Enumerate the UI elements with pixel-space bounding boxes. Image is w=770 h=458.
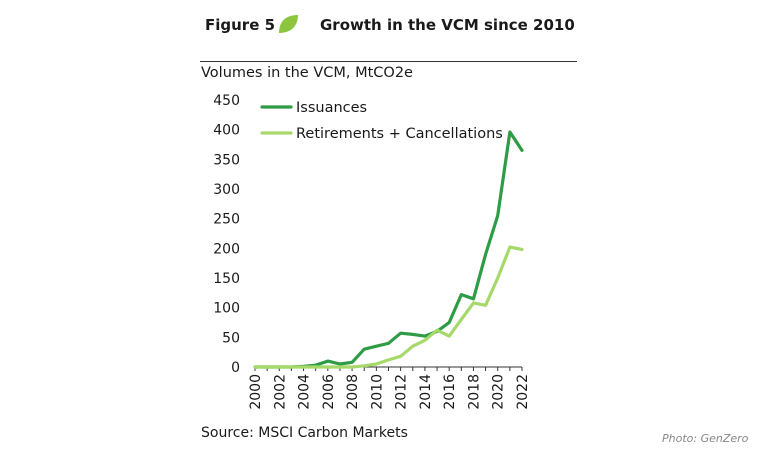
title-divider — [200, 61, 577, 62]
figure-title: Growth in the VCM since 2010 — [320, 16, 575, 34]
leaf-icon — [279, 15, 298, 33]
source-note: Source: MSCI Carbon Markets — [201, 425, 408, 441]
x-tick-label: 2004 — [297, 374, 313, 410]
chart-subtitle: Volumes in the VCM, MtCO2e — [201, 65, 413, 81]
y-tick-label: 350 — [213, 152, 240, 168]
x-tick-label: 2018 — [466, 374, 482, 410]
x-tick-label: 2002 — [272, 374, 288, 410]
x-tick-label: 2012 — [394, 374, 410, 410]
y-tick-label: 0 — [231, 360, 240, 376]
y-tick-label: 100 — [213, 301, 240, 317]
legend-label: Retirements + Cancellations — [296, 126, 503, 142]
series-line-issuances — [253, 130, 524, 369]
x-tick-label: 2020 — [491, 374, 507, 410]
series-line-retirements — [253, 245, 524, 369]
y-tick-label: 150 — [213, 271, 240, 287]
legend-label: Issuances — [296, 100, 367, 116]
y-tick-label: 250 — [213, 212, 240, 228]
x-tick-label: 2022 — [515, 374, 531, 410]
y-tick-label: 400 — [213, 123, 240, 139]
x-tick-label: 2010 — [369, 374, 385, 410]
x-tick-label: 2006 — [321, 374, 337, 410]
y-tick-label: 200 — [213, 241, 240, 257]
figure-label: Figure 5 — [205, 16, 276, 34]
x-tick-label: 2016 — [442, 374, 458, 410]
x-tick-label: 2008 — [345, 374, 361, 410]
y-tick-label: 450 — [213, 93, 240, 109]
y-tick-label: 50 — [222, 330, 240, 346]
x-tick-label: 2000 — [248, 374, 264, 410]
x-tick-label: 2014 — [418, 374, 434, 410]
photo-credit: Photo: GenZero — [662, 432, 749, 445]
y-tick-label: 300 — [213, 182, 240, 198]
